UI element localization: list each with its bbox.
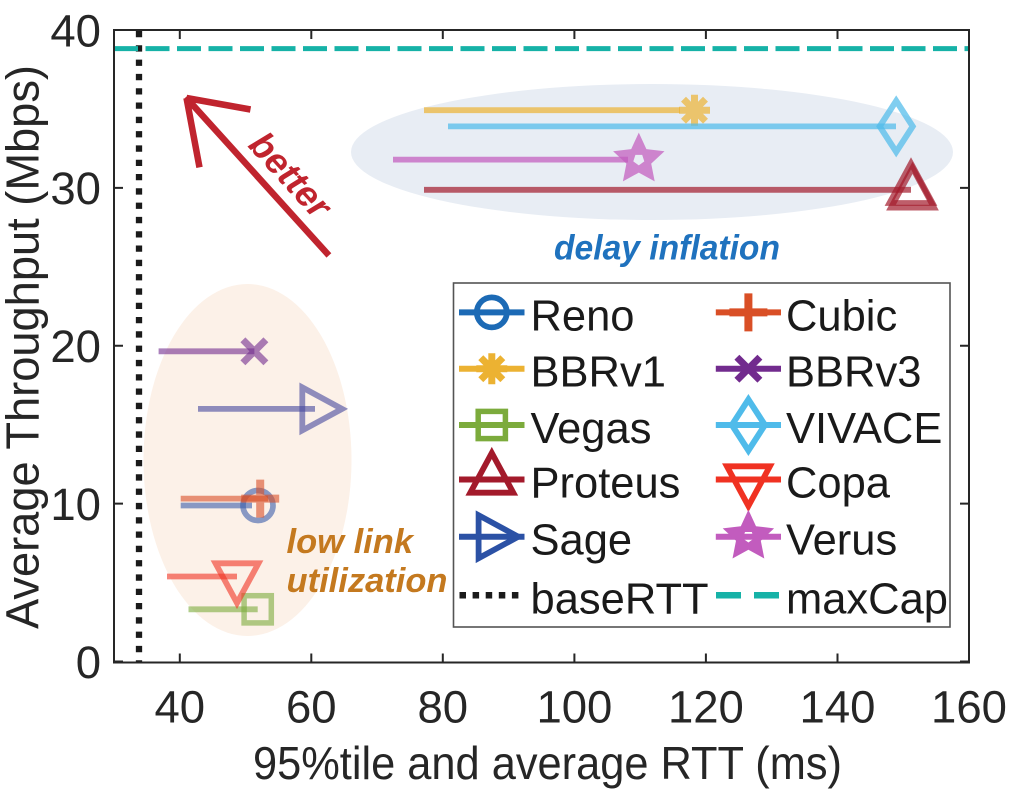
svg-text:140: 140 [800,682,876,733]
svg-text:80: 80 [417,682,468,733]
svg-text:BBRv1: BBRv1 [531,349,666,397]
svg-text:Copa: Copa [786,460,891,508]
svg-text:Reno: Reno [531,292,635,340]
svg-text:40: 40 [50,5,101,56]
svg-text:Vegas: Vegas [531,405,652,453]
svg-text:30: 30 [50,163,101,214]
svg-text:BBRv3: BBRv3 [786,349,921,397]
svg-text:0: 0 [76,637,101,688]
svg-text:low link: low link [287,523,415,561]
svg-text:VIVACE: VIVACE [786,405,942,453]
svg-text:160: 160 [931,682,1007,733]
svg-text:Proteus: Proteus [531,460,681,508]
svg-text:20: 20 [50,321,101,372]
svg-text:Sage: Sage [531,517,633,565]
svg-text:40: 40 [154,682,205,733]
svg-text:60: 60 [286,682,337,733]
svg-text:delay inflation: delay inflation [554,228,780,268]
svg-text:baseRTT: baseRTT [531,575,709,623]
svg-text:100: 100 [536,682,612,733]
svg-text:120: 120 [668,682,744,733]
svg-text:Verus: Verus [786,517,897,565]
svg-text:Cubic: Cubic [786,292,897,340]
svg-text:maxCap: maxCap [786,575,948,623]
svg-text:10: 10 [50,479,101,530]
svg-text:95%tile and average RTT (ms): 95%tile and average RTT (ms) [253,737,842,789]
svg-text:Average Throughput (Mbps): Average Throughput (Mbps) [0,65,49,629]
svg-text:utilization: utilization [287,562,448,600]
